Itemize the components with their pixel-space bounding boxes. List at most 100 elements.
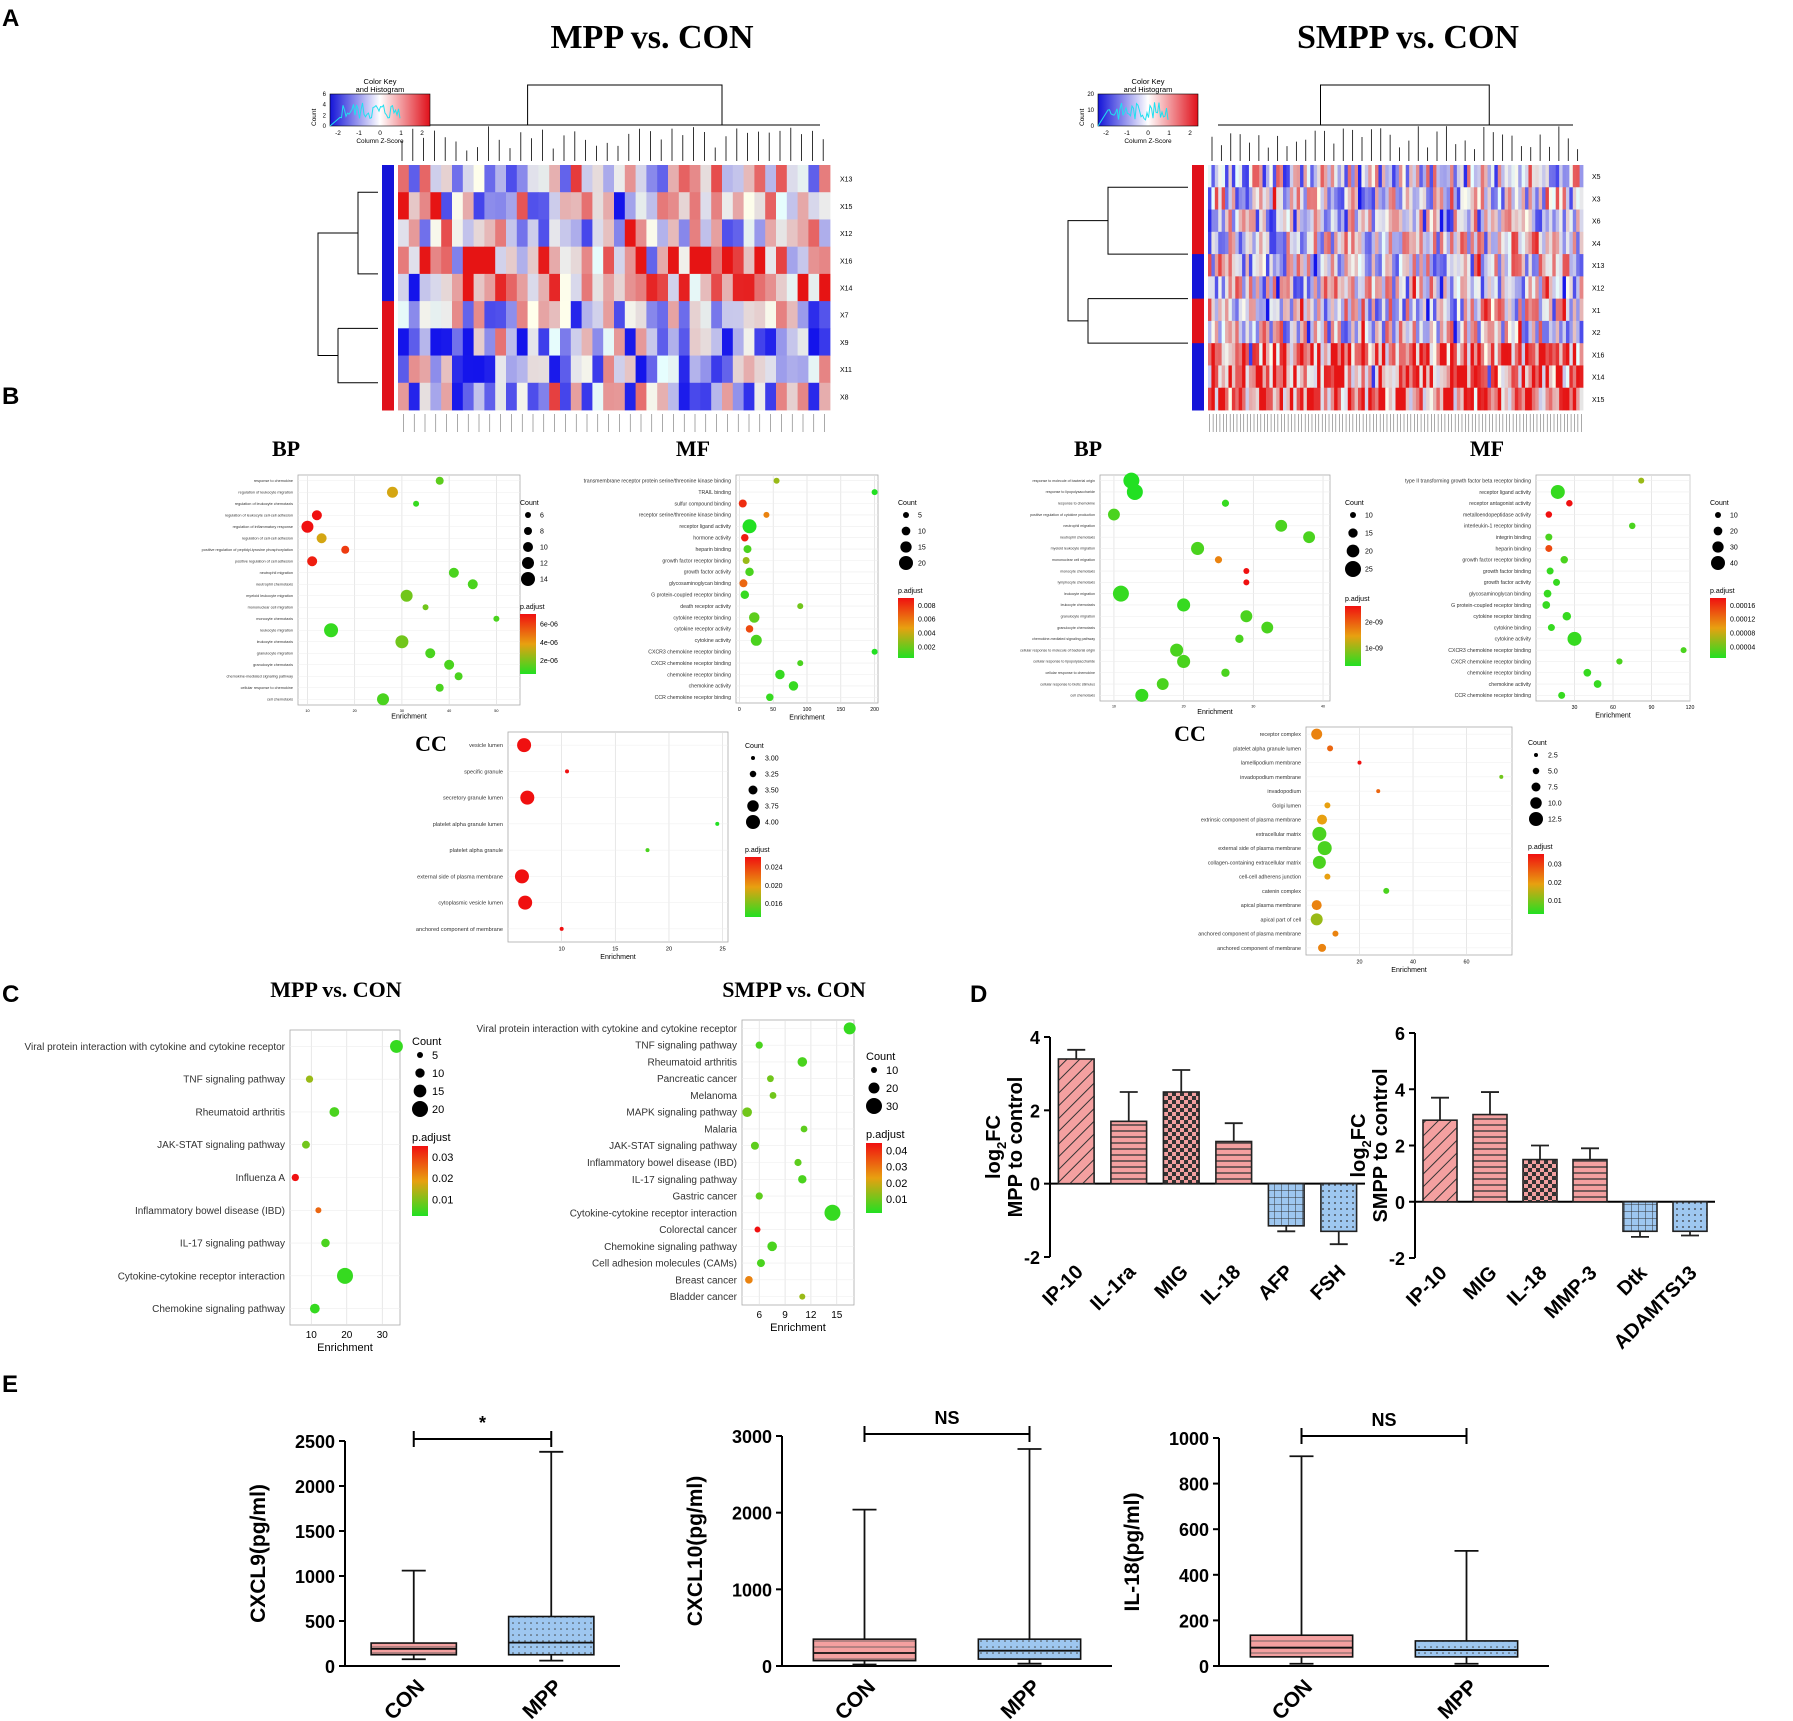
- enrichment-dot: [316, 533, 327, 544]
- heatmap-cell: [1501, 231, 1505, 255]
- size-legend-label: 3.00: [765, 755, 779, 762]
- heatmap-cell: [1252, 320, 1257, 344]
- heatmap-cell: [1276, 320, 1280, 344]
- heatmap-cell: [506, 273, 518, 302]
- color-key-gradient: [1097, 93, 1199, 127]
- heatmap-cell: [1269, 298, 1274, 322]
- heatmap-cell: [722, 355, 734, 384]
- heatmap-cell: [1477, 165, 1482, 188]
- heatmap-cell: [1218, 343, 1223, 366]
- heatmap-cell: [495, 219, 507, 248]
- heatmap-cell: [1262, 231, 1267, 255]
- heatmap-cell: [1514, 343, 1519, 366]
- heatmap-cell: [1569, 365, 1574, 389]
- heatmap-cell: [1259, 343, 1263, 366]
- bar: [1622, 1200, 1658, 1233]
- heatmap-cell: [1269, 209, 1274, 233]
- term-label: TNF signaling pathway: [635, 1041, 737, 1052]
- heatmap-cell: [1310, 231, 1315, 255]
- heatmap-cell: [549, 328, 561, 356]
- category-label: MIG: [1151, 1261, 1193, 1303]
- heatmap-cell: [1385, 209, 1390, 233]
- heatmap-cell: [1528, 320, 1533, 344]
- term-label: hormone activity: [693, 536, 731, 542]
- heatmap-cell: [1514, 320, 1519, 344]
- heatmap-cell: [646, 246, 658, 275]
- heatmap-cell: [1218, 298, 1223, 322]
- heatmap-cell: [635, 355, 647, 384]
- color-legend-tick: 0.03: [432, 1152, 453, 1164]
- heatmap-cell: [1255, 254, 1260, 277]
- heatmap-cell: [1211, 209, 1216, 233]
- heatmap-cell: [1272, 209, 1277, 233]
- heatmap-cell: [1218, 187, 1223, 210]
- heatmap-cell: [441, 273, 453, 302]
- y-axis-label: log2FC: [1348, 1114, 1374, 1178]
- heatmap-cell: [1208, 387, 1212, 411]
- heatmap-cell: [1208, 187, 1212, 210]
- term-label: MAPK signaling pathway: [626, 1108, 737, 1119]
- term-label: Viral protein interaction with cytokine …: [476, 1024, 737, 1035]
- heatmap-cell: [1231, 298, 1236, 322]
- heatmap-cell: [1252, 187, 1257, 210]
- heatmap-cell: [1381, 365, 1386, 389]
- heatmap-cell: [1211, 343, 1216, 366]
- heatmap-cell: [473, 301, 485, 329]
- heatmap-cell: [1467, 365, 1471, 389]
- term-label: regulation of leukocyte cell-cell adhesi…: [225, 514, 293, 518]
- heatmap-cell: [1426, 343, 1430, 366]
- enrichment-dot: [305, 1075, 314, 1083]
- heatmap-cell: [1538, 165, 1543, 188]
- category-label: IP-10: [1038, 1261, 1087, 1310]
- size-legend-label: 6: [540, 512, 544, 519]
- heatmap-cell: [1334, 187, 1338, 210]
- size-legend-dot: [524, 527, 532, 535]
- heatmap-cell: [1548, 343, 1553, 366]
- heatmap-cell: [1371, 254, 1376, 277]
- heatmap-cell: [765, 328, 777, 356]
- heatmap-cell: [1371, 209, 1376, 233]
- heatmap-cell: [743, 273, 755, 302]
- enrichment-dot: [738, 499, 747, 508]
- heatmap-cell: [1484, 165, 1488, 188]
- heatmap-cell: [1572, 320, 1577, 344]
- row-label: X7: [840, 313, 849, 320]
- enrichment-dot: [1243, 579, 1250, 586]
- size-legend-label: 7.5: [1548, 784, 1558, 791]
- heatmap-cell: [1405, 320, 1410, 344]
- heatmap-cell: [700, 219, 712, 248]
- heatmap-cell: [1415, 365, 1420, 389]
- enrichment-dot: [797, 1057, 808, 1067]
- heatmap-cell: [1433, 254, 1437, 277]
- enrichment-dot: [565, 769, 570, 774]
- heatmap-cell: [1269, 276, 1274, 300]
- heatmap-cell: [1405, 365, 1410, 389]
- heatmap-cell: [754, 301, 766, 329]
- box: [1414, 1640, 1519, 1658]
- heatmap-cell: [635, 301, 647, 329]
- heatmap-cell: [1552, 298, 1557, 322]
- heatmap-cell: [1484, 254, 1488, 277]
- heatmap-cell: [1569, 209, 1574, 233]
- heatmap-cell: [1371, 298, 1376, 322]
- term-label: cell chemotaxis: [267, 698, 293, 702]
- heatmap-cell: [1225, 209, 1229, 233]
- heatmap-cell: [1525, 343, 1529, 366]
- heatmap-cell: [743, 382, 755, 411]
- heatmap-cell: [1415, 276, 1420, 300]
- heatmap-cell: [1388, 254, 1393, 277]
- x-tick-label: 150: [836, 707, 845, 713]
- heatmap-cell: [765, 382, 777, 411]
- heatmap-cell: [1235, 276, 1240, 300]
- heatmap-cell: [700, 246, 712, 275]
- heatmap-cell: [711, 382, 723, 411]
- heatmap-cell: [1371, 276, 1376, 300]
- heatmap-cell: [1344, 365, 1349, 389]
- bar: [1110, 1120, 1148, 1185]
- heatmap-cell: [1248, 187, 1253, 210]
- heatmap-cell: [1221, 298, 1226, 322]
- term-label: secretory granule lumen: [443, 796, 503, 802]
- row-group-bar: [382, 246, 394, 275]
- enrichment-dot: [1499, 774, 1504, 779]
